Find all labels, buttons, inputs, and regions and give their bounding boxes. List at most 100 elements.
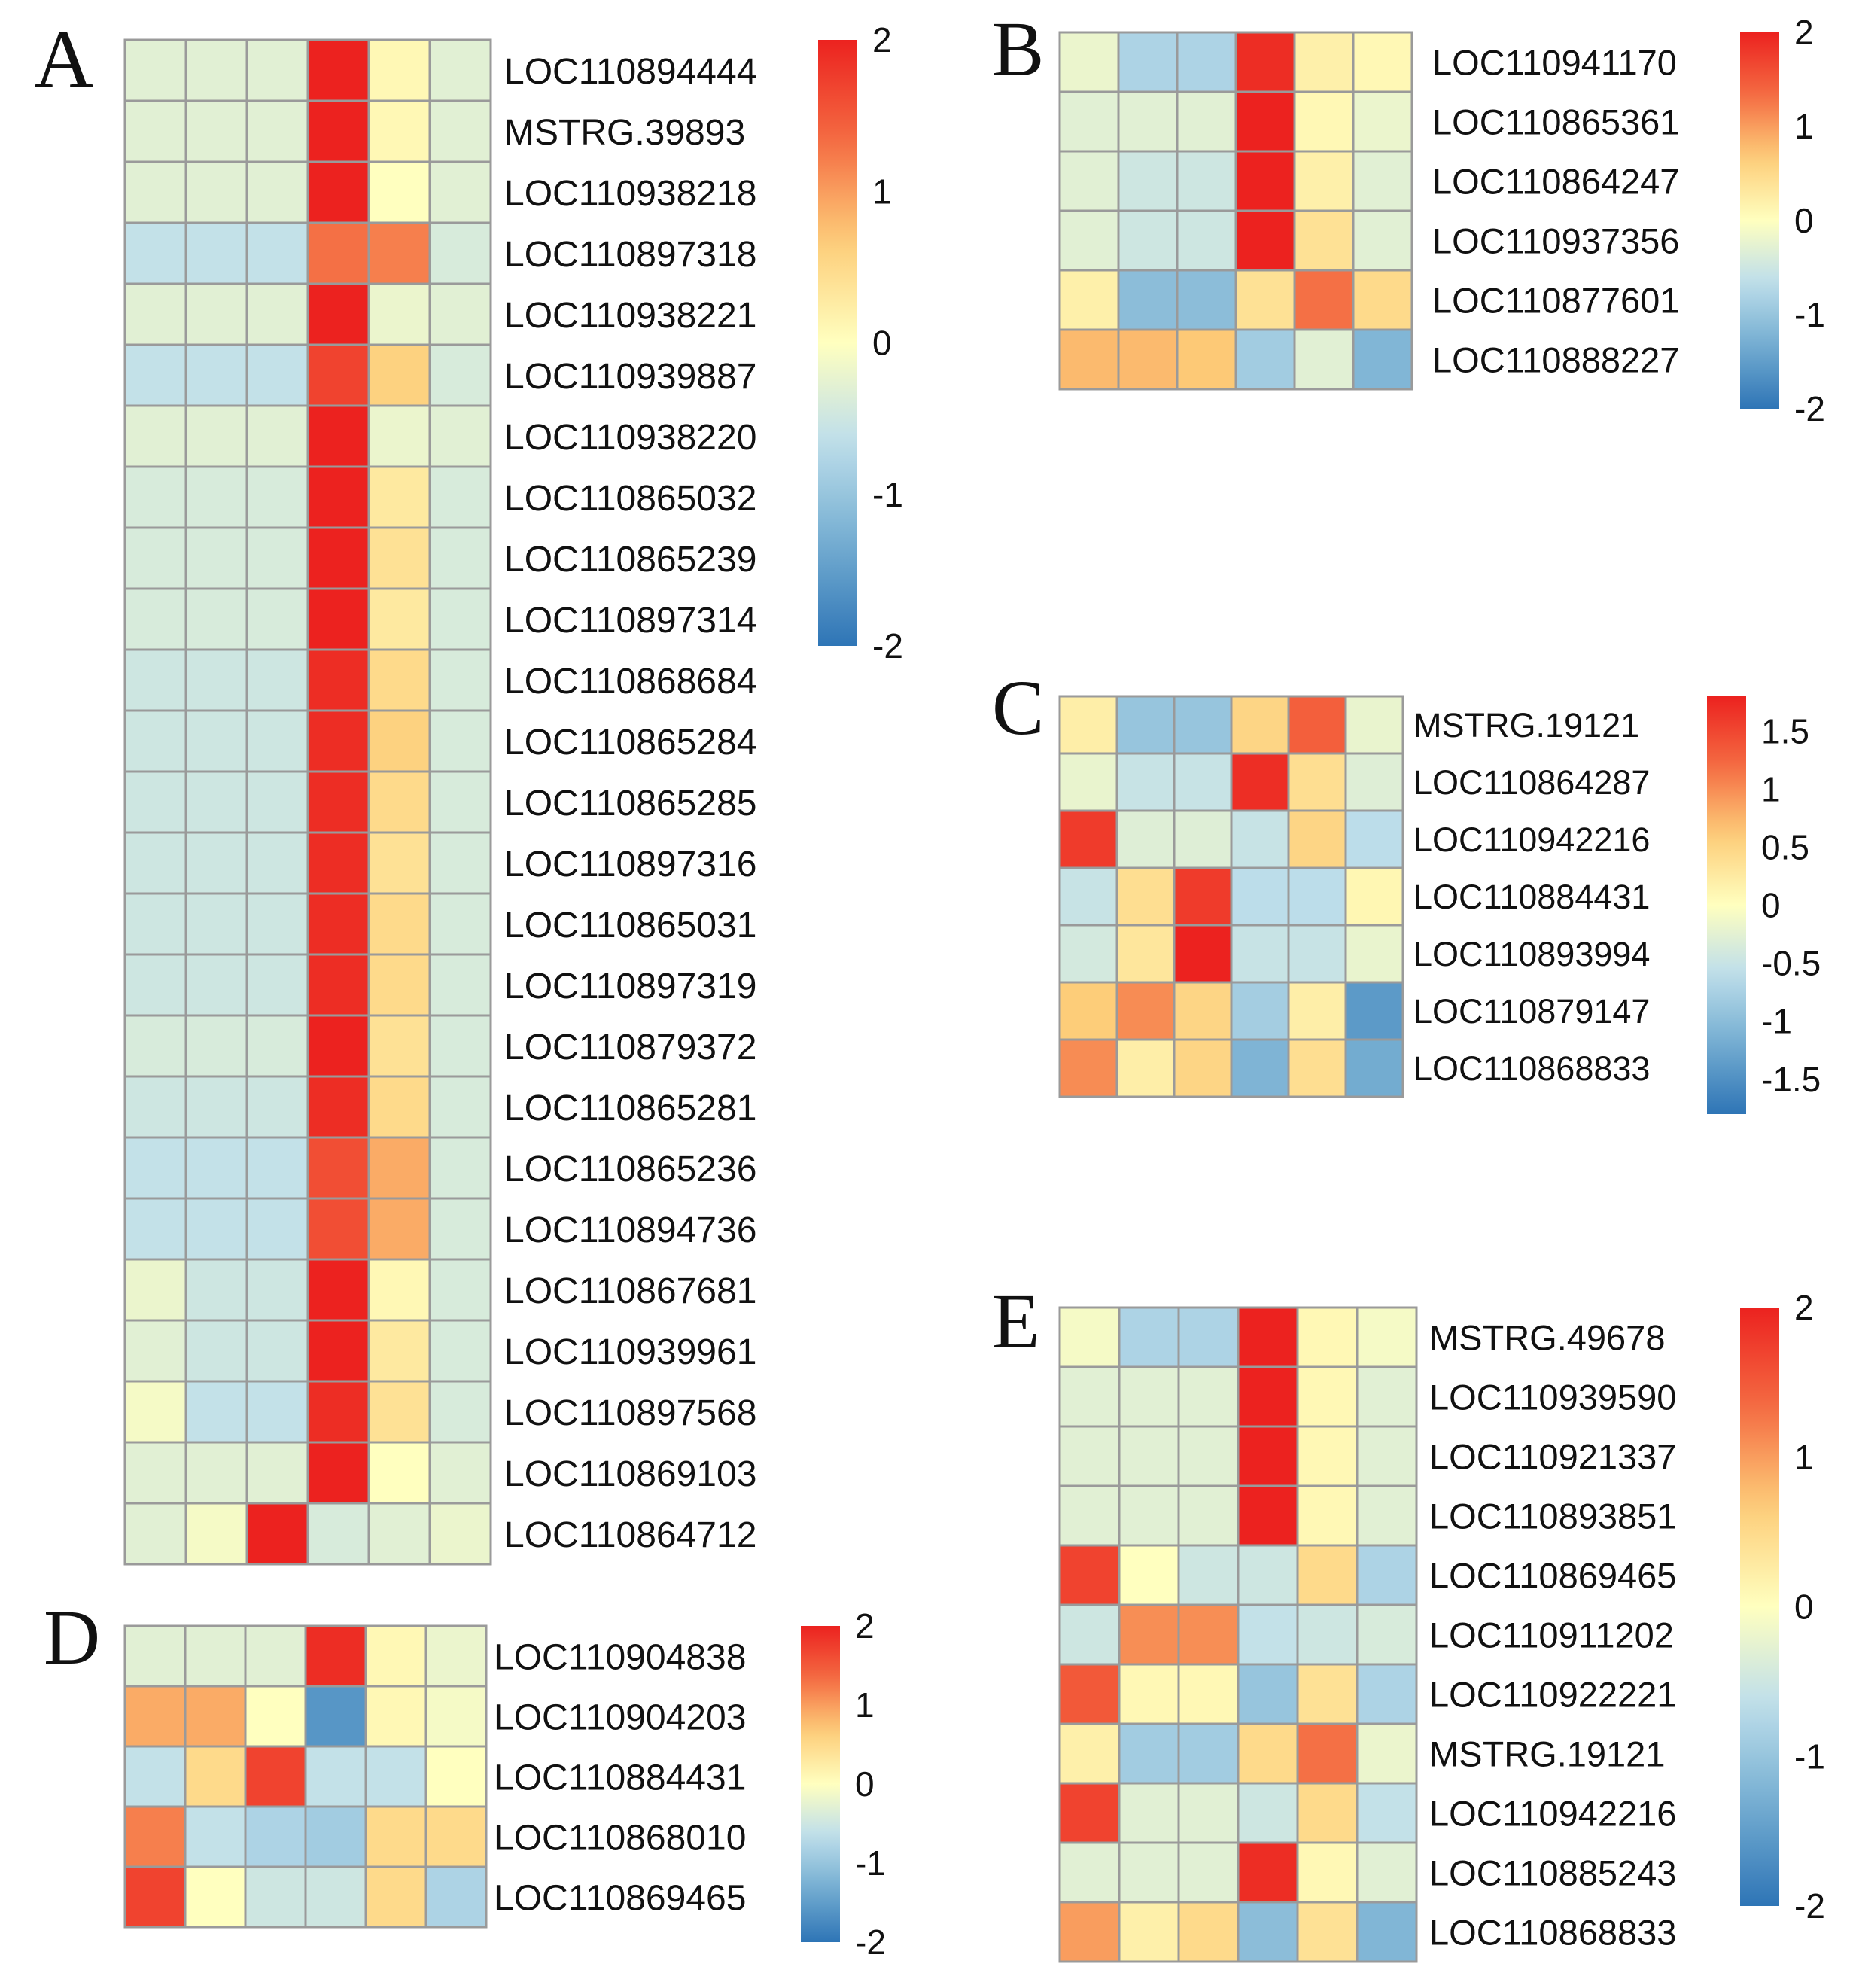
colorbar-tick: 2 [855,1606,875,1646]
heatmap-cell [1230,1038,1290,1098]
heatmap-cell [428,709,492,773]
heatmap-cell [1287,981,1347,1041]
heatmap-cell [1296,1306,1359,1368]
colorbar-tick: -2 [1794,389,1825,428]
colorbar-tick: 0 [1794,201,1814,240]
heatmap-cell [1058,1663,1121,1725]
heatmap-cell [304,1745,367,1808]
row-label: LOC110864712 [504,1515,756,1555]
heatmap-cell [1234,90,1296,153]
heatmap-cell [1230,981,1290,1041]
row-label: LOC110939887 [504,357,756,397]
heatmap-cell [1058,1038,1118,1098]
heatmap-cell [184,1745,247,1808]
row-label: LOC110897314 [504,601,756,641]
heatmap-cell [428,1075,492,1139]
heatmap-cell [184,1624,247,1688]
heatmap-cell [1296,1365,1359,1428]
heatmap-cell [1058,866,1118,927]
heatmap-cell [428,404,492,468]
heatmap-cell [1173,695,1233,755]
heatmap-cell [1058,1425,1121,1487]
row-label: LOC110865284 [504,723,756,763]
heatmap-cell [245,648,309,712]
heatmap-cell [1176,150,1237,212]
heatmap-cell [1176,209,1237,272]
heatmap-cell [367,1258,431,1322]
heatmap-cell [1296,1663,1359,1725]
heatmap-cell [1173,924,1233,984]
heatmap-cell [1118,1544,1180,1606]
heatmap-cell [1117,90,1179,153]
heatmap-cell [184,892,248,956]
heatmap-cell [428,587,492,651]
heatmap-cell [306,1075,370,1139]
heatmap-cell [245,1258,309,1322]
heatmap-cell [306,1136,370,1200]
heatmap-cell [1234,328,1296,391]
panel-letter: E [992,1278,1040,1365]
heatmap-cell [1058,209,1120,272]
row-label: LOC110941170 [1432,42,1677,82]
heatmap-cell [1058,1782,1121,1844]
heatmap-cell [123,1319,187,1383]
heatmap-cell [1058,809,1118,869]
heatmap-cell [1356,1306,1418,1368]
heatmap-cell [1237,1901,1299,1963]
heatmap-cell [245,1380,309,1444]
heatmap-cell [123,1197,187,1261]
heatmap-cell [1177,1841,1240,1904]
heatmap-cell [1344,809,1404,869]
heatmap-cell [244,1805,307,1868]
heatmap-cell [1287,1038,1347,1098]
heatmap-cell [1058,1306,1121,1368]
heatmap-cell [245,953,309,1017]
heatmap-cell [184,404,248,468]
heatmap-cell [184,160,248,224]
heatmap-cell [245,770,309,834]
colorbar-tick: 0 [872,324,892,363]
heatmap-cell [306,1319,370,1383]
heatmap-cell [1287,752,1347,812]
heatmap-cell [1115,752,1176,812]
heatmap-cell [1293,209,1355,272]
heatmap-cell [367,1319,431,1383]
colorbar-tick: 1 [855,1685,875,1725]
heatmap-cell [428,1197,492,1261]
heatmap-cell [1296,1484,1359,1547]
heatmap-cell [1173,752,1233,812]
heatmap-cell [1177,1484,1240,1547]
heatmap-cell [1237,1841,1299,1904]
heatmap-cell [367,160,431,224]
row-label: LOC110868833 [1413,1049,1650,1088]
panel-c: C MSTRG.19121 LOC110864287 LOC110942216 LOC1… [992,665,1821,1114]
row-label: MSTRG.19121 [1413,706,1639,744]
heatmap-cell [123,1624,187,1688]
heatmap-cell [244,1685,307,1748]
heatmap-cell [304,1685,367,1748]
heatmap-cell [1230,924,1290,984]
heatmap-cell [245,1197,309,1261]
row-label: LOC110867681 [504,1271,756,1311]
heatmap-cell [1177,1603,1240,1666]
heatmap-cell [424,1624,488,1688]
heatmap-cell [367,99,431,163]
heatmap-cell [184,1502,248,1566]
heatmap-cell [428,1136,492,1200]
heatmap-cell [245,526,309,590]
colorbar-tick: 0 [855,1764,875,1804]
heatmap-cell [123,1685,187,1748]
heatmap-cell [367,526,431,590]
heatmap-cell [184,1319,248,1383]
row-label: MSTRG.19121 [1429,1734,1665,1773]
heatmap-cell [1344,924,1404,984]
row-label: LOC110921337 [1429,1436,1676,1476]
heatmap-cell [1058,1484,1121,1547]
heatmap-cell [1176,31,1237,93]
heatmap-cell [1296,1603,1359,1666]
heatmap-cell [367,831,431,895]
heatmap-cell [1356,1484,1418,1547]
heatmap-cell [367,648,431,712]
heatmap-cell [364,1685,427,1748]
heatmap-cell [1058,1841,1121,1904]
